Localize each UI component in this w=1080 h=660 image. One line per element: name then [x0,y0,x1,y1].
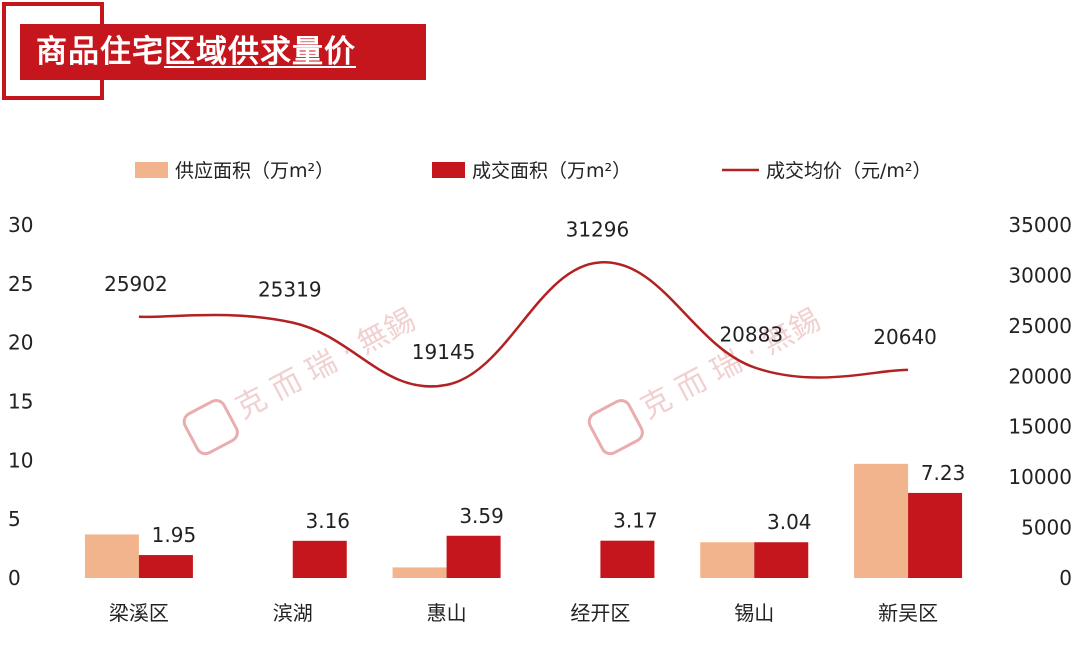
y-right-tick-label: 10000 [1008,465,1072,489]
y-right-tick-label: 20000 [1008,364,1072,388]
x-tick-label: 新吴区 [878,601,938,625]
y-left-tick-label: 20 [8,331,33,355]
deal-bar-label: 3.59 [459,504,504,528]
x-tick-label: 滨湖 [273,601,313,625]
deal-bar-label: 3.16 [305,509,350,533]
price-label: 25902 [104,272,168,296]
chart-legend: 供应面积（万m²） 成交面积（万m²） 成交均价（元/m²） [135,160,932,182]
y-right-tick-label: 35000 [1008,213,1072,237]
y-left-tick-label: 0 [8,566,21,590]
legend-swatch-1 [135,162,168,178]
watermark-2: 克 而 瑞 · 無錫 [587,302,826,456]
y-left-tick-label: 5 [8,507,21,531]
y-left-tick-label: 30 [8,213,33,237]
y-right-tick-label: 0 [1059,566,1072,590]
page-title: 商品住宅区域供求量价 [36,33,356,71]
y-left-tick-label: 15 [8,390,33,414]
title-bar [20,24,426,80]
line-series: 25902 25319 19145 31296 20883 20640 [104,217,937,388]
deal-bar [292,540,347,578]
legend-swatch-2 [432,162,465,178]
y-right-tick-label: 5000 [1021,516,1072,540]
price-label: 20640 [873,325,937,349]
deal-bar [600,540,655,578]
legend-label-3: 成交均价（元/m²） [766,160,932,182]
y-left-tick-label: 10 [8,448,33,472]
bar-series: 1.95 3.16 3.59 3.17 3.04 7.23 [84,461,966,578]
deal-bar-label: 3.17 [613,509,658,533]
y-right-tick-label: 25000 [1008,314,1072,338]
x-tick-label: 锡山 [734,601,774,625]
x-tick-label: 梁溪区 [109,601,169,625]
deal-bar-label: 7.23 [921,461,966,485]
y-right-tick-label: 30000 [1008,263,1072,287]
deal-bar [138,555,193,578]
watermark-text: 克 而 瑞 · 無錫 [230,302,421,426]
x-tick-label: 经开区 [570,601,630,625]
price-label: 25319 [258,278,322,302]
page-title-part2: 区域供求量价 [164,34,356,70]
x-tick-label: 惠山 [427,601,467,625]
supply-bar [84,534,139,578]
deal-bar-label: 1.95 [152,523,197,547]
supply-bar [392,567,447,578]
supply-bar [700,542,755,578]
deal-bar-label: 3.04 [767,510,812,534]
price-label: 31296 [566,217,630,241]
price-label: 20883 [719,322,783,346]
price-line [138,261,909,388]
legend-label-1: 供应面积（万m²） [175,160,334,182]
deal-bar [446,535,501,578]
y-axis-left: 0 5 10 15 20 25 30 [8,213,33,590]
supply-bar [854,463,909,578]
y-left-tick-label: 25 [8,272,33,296]
page-title-part1: 商品住宅 [36,34,164,70]
seal-stamp-icon [182,398,239,456]
deal-bar [908,492,963,578]
y-right-tick-label: 15000 [1008,415,1072,439]
x-axis: 梁溪区 滨湖 惠山 经开区 锡山 新吴区 [109,601,938,625]
legend-label-2: 成交面积（万m²） [472,160,631,182]
y-axis-right: 0 5000 10000 15000 20000 25000 30000 35000 [1008,213,1072,590]
price-label: 19145 [412,340,476,364]
watermark-text: 克 而 瑞 · 無錫 [635,302,826,426]
seal-stamp-icon [587,398,644,456]
watermark-1: 克 而 瑞 · 無錫 [182,302,421,456]
deal-bar [754,542,809,578]
